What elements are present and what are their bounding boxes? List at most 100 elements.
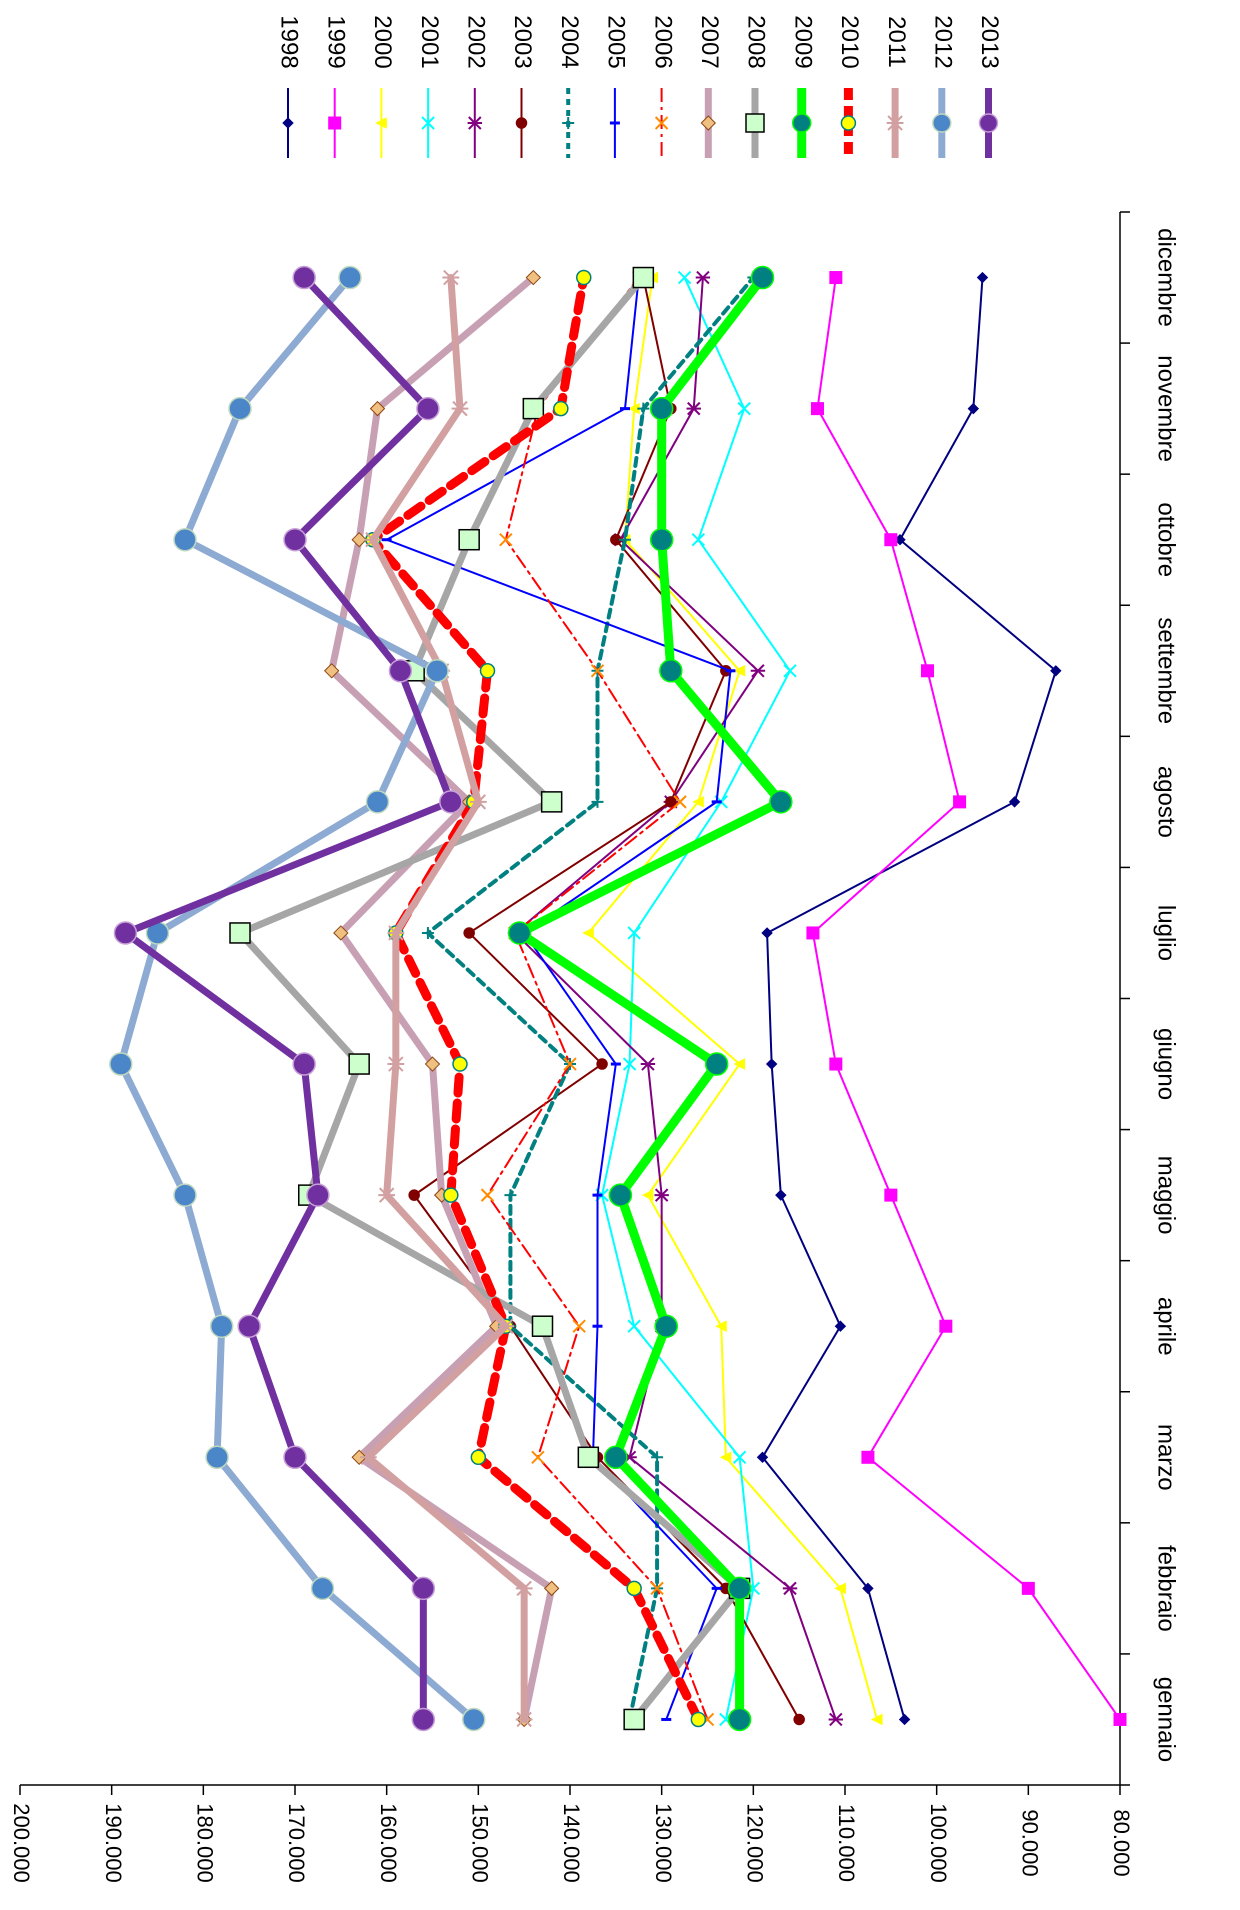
data-point: [791, 113, 812, 133]
data-point: [504, 1189, 517, 1202]
data-point: [348, 1053, 370, 1075]
data-point: [700, 115, 717, 131]
data-point: [540, 791, 563, 813]
data-point: [469, 794, 487, 810]
data-point: [834, 1582, 846, 1595]
data-point: [632, 266, 655, 289]
data-point: [283, 1445, 307, 1470]
category-label: agosto: [1153, 766, 1180, 838]
series-line: [121, 274, 455, 1723]
data-point: [691, 533, 706, 547]
data-point: [443, 1187, 459, 1203]
data-point: [425, 659, 449, 683]
data-point: [229, 922, 251, 944]
data-point: [695, 270, 711, 285]
data-point: [651, 1451, 664, 1464]
category-label: maggio: [1153, 1156, 1180, 1235]
legend-item: 2004: [556, 15, 583, 158]
data-point: [515, 1711, 533, 1728]
series-line: [515, 273, 786, 1724]
data-point: [442, 269, 460, 286]
value-tick-label: 140.000: [559, 1803, 584, 1883]
legend-label: 2013: [976, 15, 1003, 68]
value-tick-label: 90.000: [1018, 1809, 1043, 1876]
legend-item: 2002: [462, 15, 489, 158]
data-point: [898, 1713, 911, 1726]
data-point: [884, 533, 898, 547]
data-point: [282, 117, 294, 129]
data-point: [328, 116, 342, 130]
data-point: [750, 265, 775, 290]
data-point: [640, 1057, 656, 1071]
legend-label: 2005: [603, 15, 630, 68]
data-point: [364, 532, 382, 548]
data-point: [109, 1052, 133, 1076]
data-point: [515, 117, 528, 129]
data-point: [727, 1707, 752, 1732]
data-point: [637, 402, 650, 415]
legend-label: 2012: [929, 15, 956, 68]
data-point: [411, 1707, 436, 1732]
data-point: [967, 402, 980, 415]
data-point: [590, 664, 605, 678]
series-line: [514, 276, 837, 1721]
data-point: [553, 400, 569, 417]
data-point: [641, 1189, 654, 1201]
legend-label: 2010: [836, 15, 863, 68]
data-point: [1008, 796, 1021, 808]
data-point: [113, 921, 138, 945]
legend-item: 2007: [696, 15, 723, 158]
data-point: [673, 795, 687, 809]
series-line: [117, 274, 478, 1723]
legend-label: 2007: [696, 15, 723, 68]
data-point: [870, 1713, 883, 1726]
legend-label: 2003: [509, 15, 536, 68]
data-point: [715, 1320, 727, 1333]
data-point: [921, 664, 934, 678]
legend-label: 2001: [416, 15, 443, 68]
data-point: [690, 1711, 707, 1728]
data-point: [775, 1189, 787, 1201]
data-point: [421, 116, 435, 130]
data-point: [515, 1580, 533, 1597]
value-tick-label: 160.000: [376, 1803, 401, 1883]
data-point: [649, 527, 674, 552]
data-point: [237, 1314, 261, 1338]
data-point: [591, 795, 604, 808]
value-tick-label: 180.000: [193, 1803, 218, 1883]
category-label: febbraio: [1153, 1545, 1180, 1632]
series-2006: [480, 270, 715, 1727]
category-label: marzo: [1153, 1424, 1180, 1491]
legend-item: 2008: [743, 15, 770, 158]
series-2013: [113, 265, 463, 1732]
legend-item: 1998: [276, 15, 303, 158]
value-tick-label: 110.000: [834, 1804, 859, 1882]
series-1998: [756, 271, 1062, 1726]
data-point: [292, 1052, 316, 1076]
series-line: [425, 275, 756, 1722]
value-tick-label: 100.000: [926, 1803, 951, 1883]
data-point: [622, 1057, 637, 1071]
data-point: [470, 1449, 487, 1466]
data-point: [829, 271, 843, 285]
data-point: [884, 1188, 898, 1202]
data-point: [650, 1581, 664, 1596]
data-point: [861, 1450, 875, 1464]
data-point: [387, 1056, 405, 1072]
category-label: novembre: [1153, 355, 1180, 462]
data-point: [507, 921, 532, 945]
data-point: [416, 396, 440, 421]
legend-item: 2001: [416, 15, 443, 158]
data-point: [619, 533, 631, 546]
data-point: [834, 1320, 847, 1332]
data-point: [577, 1446, 600, 1469]
data-point: [828, 1712, 844, 1727]
data-point: [333, 925, 349, 941]
data-point: [531, 1315, 554, 1337]
data-point: [310, 1576, 335, 1601]
data-point: [292, 265, 316, 290]
series-line: [601, 276, 791, 1721]
axes: gennaio febbraio marzo aprile maggio giugno lu…: [9, 211, 1180, 1883]
data-point: [458, 528, 480, 551]
legend-label: 1998: [276, 15, 303, 68]
